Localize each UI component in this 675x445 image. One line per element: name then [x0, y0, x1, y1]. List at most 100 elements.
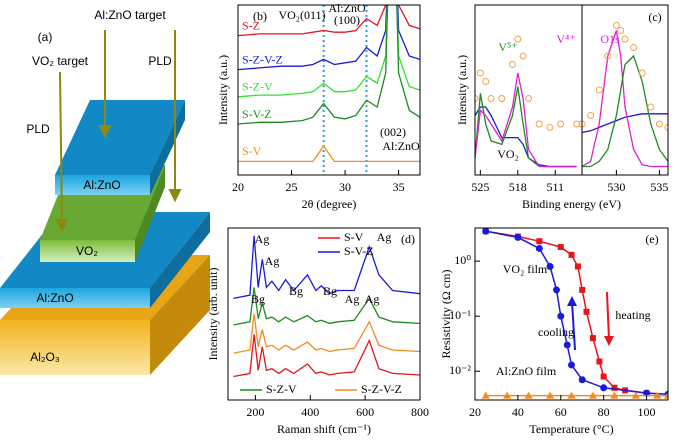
point — [617, 27, 625, 34]
annotation: cooling — [538, 325, 574, 339]
y-axis-label: Intensity (a.u.) — [216, 55, 230, 125]
x-axis-label: Binding energy (eV) — [522, 197, 621, 211]
x-tick-label: 80 — [598, 405, 610, 419]
point — [519, 52, 527, 60]
annotation: (100) — [334, 13, 360, 27]
point — [552, 286, 560, 294]
point — [638, 69, 646, 77]
point — [610, 391, 619, 399]
point — [611, 384, 618, 391]
top-layer-front — [55, 175, 150, 195]
legend-label: S-Z-V — [266, 382, 297, 396]
point — [557, 312, 565, 320]
annotation: VO₂ — [497, 147, 519, 161]
point — [595, 86, 603, 94]
point — [612, 21, 620, 29]
annotation: V⁵⁺ — [498, 40, 517, 54]
annotation: Al:ZnO — [382, 139, 420, 153]
point — [508, 61, 516, 68]
plot-area — [238, 5, 420, 175]
legend-label: S-V-Z — [344, 244, 374, 258]
point — [535, 244, 543, 252]
arrow — [606, 291, 610, 341]
point — [630, 44, 638, 51]
series-line — [582, 54, 668, 168]
series-line — [581, 113, 668, 134]
point — [653, 391, 662, 399]
point — [514, 35, 522, 43]
y-axis-label: Resistivity (Ω cm) — [439, 270, 453, 359]
point — [536, 238, 543, 245]
point — [596, 358, 603, 365]
point — [579, 286, 586, 293]
x-tick-label: 400 — [301, 405, 319, 419]
point — [525, 95, 532, 102]
x-tick-label: 530 — [607, 180, 625, 194]
point — [664, 123, 668, 131]
substrate-front — [0, 320, 150, 375]
top-layer-side — [150, 100, 185, 195]
series-line — [238, 5, 420, 98]
annotation: Al:ZnO film — [496, 364, 557, 378]
panel-label: (e) — [645, 232, 658, 246]
annotation: (002) — [380, 125, 406, 139]
point — [482, 228, 490, 235]
annotation: VO₂(011) — [278, 8, 325, 22]
x-tick-label: 40 — [512, 405, 524, 419]
legend-label: S-V — [344, 230, 364, 244]
point — [546, 262, 554, 270]
annotation: Ag — [265, 254, 280, 268]
x-tick-label: 535 — [650, 180, 668, 194]
annotation: Ag — [365, 292, 380, 306]
annotation: V⁴⁺ — [556, 32, 575, 46]
layer-label: Al:ZnO — [36, 291, 73, 305]
transition-arrows — [567, 291, 614, 351]
point — [600, 373, 607, 380]
arrow — [571, 301, 576, 351]
point — [664, 391, 668, 399]
series-label: S-Z-V — [242, 80, 273, 94]
arrow-head — [567, 296, 577, 306]
x-tick-label: 511 — [546, 180, 564, 194]
series-line — [475, 72, 577, 168]
arrow-head — [168, 189, 182, 203]
series-line — [238, 5, 420, 71]
series-label: S-Z — [242, 18, 260, 32]
y-axis-label: Intensity (a.u.) — [455, 55, 469, 125]
point — [573, 120, 581, 128]
series-line — [233, 334, 420, 378]
plot-frame — [474, 227, 669, 401]
y-tick-label: 10⁻¹ — [449, 308, 471, 322]
layer-label: VO₂ — [76, 244, 98, 258]
x-tick-label: 25 — [286, 180, 298, 194]
y-tick-label: 10⁰ — [454, 253, 471, 267]
plot-frame — [237, 4, 421, 176]
series-line — [233, 313, 420, 354]
x-tick-label: 600 — [356, 405, 374, 419]
pld-label: PLD — [26, 122, 50, 136]
arrow-head — [98, 125, 112, 139]
point — [514, 233, 522, 241]
series-line — [485, 230, 668, 396]
panel-label: (c) — [648, 10, 661, 24]
point — [487, 95, 495, 102]
x-tick-label: 525 — [471, 180, 489, 194]
annotation: Bg — [251, 292, 265, 306]
series-label: S-V — [242, 144, 262, 158]
annotation: Ag — [255, 232, 270, 246]
plot-area — [475, 21, 668, 168]
point — [476, 69, 484, 77]
annotation: Al:ZnO — [328, 1, 366, 15]
point — [568, 361, 575, 369]
plot-area — [233, 235, 420, 378]
point — [503, 391, 512, 399]
layer-side — [150, 212, 210, 308]
point — [567, 391, 576, 399]
x-tick-label: 20 — [232, 180, 244, 194]
series-label: S-V-Z — [242, 107, 272, 121]
layer-front — [0, 288, 150, 308]
point — [568, 251, 575, 258]
point — [557, 244, 564, 251]
x-axis-label: Temperature (°C) — [529, 422, 613, 436]
